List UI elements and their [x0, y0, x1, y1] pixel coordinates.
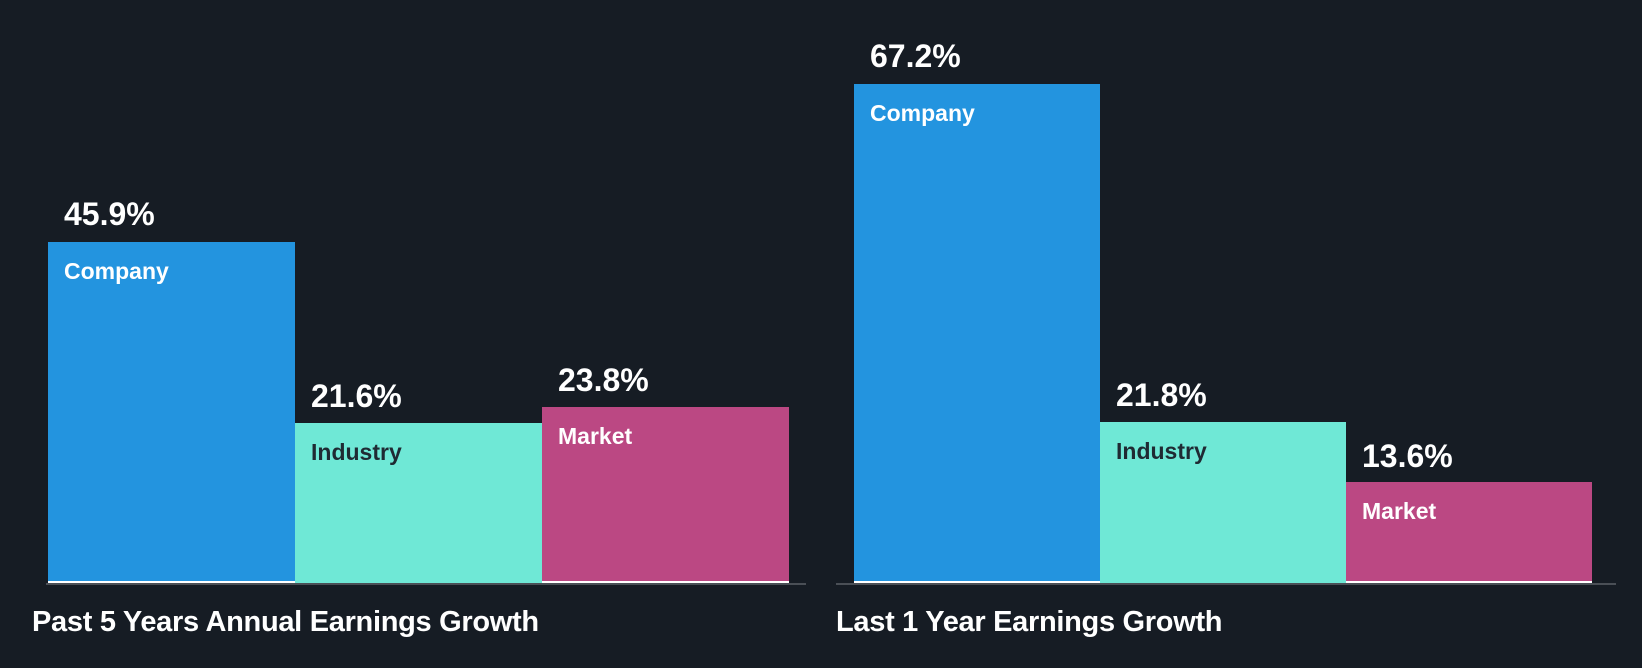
bar-market: Market	[542, 407, 789, 583]
chart-title: Past 5 Years Annual Earnings Growth	[32, 606, 539, 638]
bar-baseline	[48, 581, 295, 583]
bar-industry: Industry	[1100, 422, 1346, 583]
value-label-company: 67.2%	[870, 38, 961, 74]
value-label-market: 23.8%	[558, 362, 649, 398]
bar-baseline	[542, 581, 789, 583]
chart-title: Last 1 Year Earnings Growth	[836, 606, 1223, 638]
last-1-year-chart: Company 67.2% Industry 21.8% Market 13.6…	[810, 0, 1642, 668]
bar-label-market: Market	[558, 423, 633, 449]
bar-baseline	[1346, 581, 1592, 583]
x-axis-line	[836, 583, 1616, 585]
bar-industry: Industry	[295, 423, 542, 583]
value-label-industry: 21.8%	[1116, 377, 1207, 413]
bar-label-industry: Industry	[311, 439, 402, 465]
x-axis-line	[46, 583, 806, 585]
value-label-industry: 21.6%	[311, 378, 402, 414]
past-5-years-chart: Company 45.9% Industry 21.6% Market 23.8…	[0, 0, 810, 668]
value-label-company: 45.9%	[64, 196, 155, 232]
bar-company: Company	[48, 242, 295, 583]
bar-label-company: Company	[64, 258, 169, 284]
bar-company: Company	[854, 84, 1100, 583]
bar-label-market: Market	[1362, 498, 1437, 524]
bar-label-industry: Industry	[1116, 438, 1207, 464]
bar-market: Market	[1346, 482, 1592, 583]
bar-baseline	[854, 581, 1100, 583]
value-label-market: 13.6%	[1362, 438, 1453, 474]
bar-label-company: Company	[870, 100, 975, 126]
